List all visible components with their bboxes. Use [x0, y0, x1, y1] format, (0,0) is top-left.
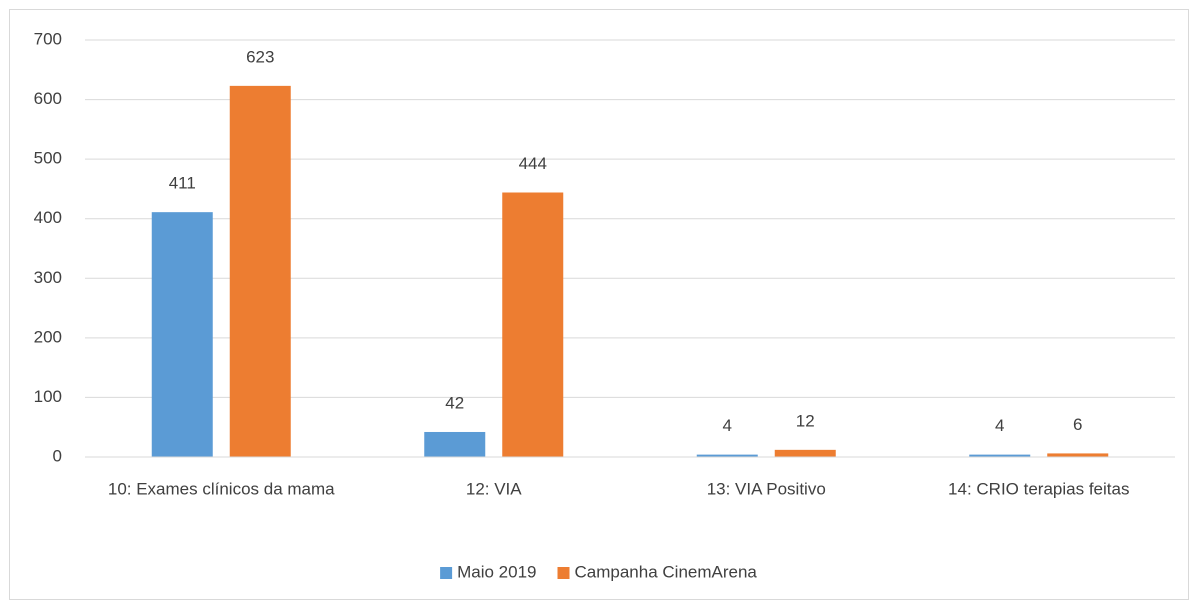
legend-label: Maio 2019	[457, 562, 536, 581]
data-label: 623	[246, 47, 274, 66]
data-label: 4	[723, 416, 732, 435]
y-tick-label: 300	[34, 268, 62, 287]
y-tick-label: 700	[34, 29, 62, 48]
data-label: 6	[1073, 415, 1082, 434]
bar	[1047, 453, 1109, 457]
y-tick-label: 100	[34, 387, 62, 406]
x-tick-label: 10: Exames clínicos da mama	[108, 479, 335, 498]
data-label: 42	[445, 393, 464, 412]
data-label: 4	[995, 416, 1004, 435]
legend-swatch	[440, 567, 453, 579]
bar	[424, 431, 486, 457]
data-label: 411	[169, 174, 196, 193]
legend-label: Campanha CinemArena	[575, 562, 758, 581]
y-tick-label: 600	[34, 89, 62, 108]
bar	[229, 85, 291, 458]
legend-swatch	[557, 567, 570, 579]
data-label: 444	[519, 154, 547, 173]
y-tick-label: 0	[53, 446, 62, 465]
bar	[502, 192, 564, 457]
x-tick-label: 14: CRIO terapias feitas	[948, 479, 1129, 498]
y-tick-label: 200	[34, 327, 62, 346]
y-tick-label: 500	[34, 149, 62, 168]
x-tick-label: 13: VIA Positivo	[707, 479, 826, 498]
bar	[151, 212, 213, 457]
data-label: 12	[796, 411, 815, 430]
y-tick-label: 400	[34, 208, 62, 227]
bar	[774, 449, 836, 457]
bar	[969, 454, 1031, 457]
bar	[696, 454, 758, 457]
x-tick-label: 12: VIA	[466, 479, 522, 498]
